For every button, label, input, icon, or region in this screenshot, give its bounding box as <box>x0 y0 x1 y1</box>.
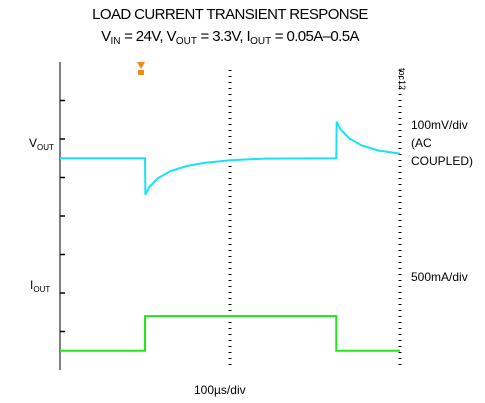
figure-tag: toc12 <box>397 68 407 91</box>
trigger-marker-icon <box>138 70 144 75</box>
iout-trace <box>60 315 400 352</box>
chart-title: LOAD CURRENT TRANSIENT RESPONSE <box>92 6 368 23</box>
vout-trace <box>60 121 401 196</box>
chart-subtitle: VIN = 24V, VOUT = 3.3V, IOUT = 0.05A–0.5… <box>101 28 359 47</box>
trigger-marker-icon <box>137 62 145 69</box>
vout-scale-label: 100mV/div <box>411 118 468 132</box>
ac-coupled-label-2: COUPLED) <box>411 154 474 168</box>
iout-scale-label: 500mA/div <box>411 270 468 284</box>
ac-coupled-label: (AC <box>411 136 432 150</box>
time-scale-label: 100µs/div <box>194 383 246 397</box>
vout-channel-label: VOUT <box>29 136 54 152</box>
iout-channel-label: IOUT <box>30 278 51 294</box>
